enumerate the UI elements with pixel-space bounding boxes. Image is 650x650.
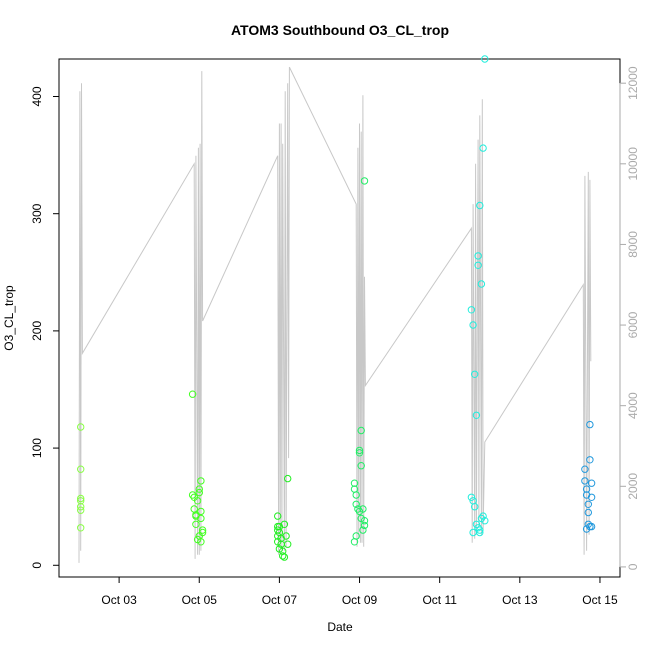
data-point bbox=[197, 514, 205, 523]
data-point bbox=[471, 370, 479, 378]
data-point bbox=[586, 456, 594, 464]
x-tick-label: Oct 09 bbox=[342, 593, 378, 607]
data-point bbox=[188, 491, 197, 499]
x-tick-label: Oct 07 bbox=[262, 593, 298, 607]
y-axis-label: O3_CL_trop bbox=[2, 285, 16, 351]
data-point bbox=[357, 426, 365, 435]
data-point bbox=[284, 540, 292, 548]
data-point bbox=[479, 144, 487, 152]
data-point bbox=[587, 493, 596, 501]
data-points bbox=[77, 55, 596, 561]
data-point bbox=[188, 390, 197, 398]
data-point bbox=[474, 252, 482, 260]
data-point bbox=[481, 517, 489, 525]
data-point bbox=[469, 321, 477, 329]
data-point bbox=[472, 411, 481, 419]
data-point bbox=[77, 465, 85, 473]
data-point bbox=[197, 538, 205, 546]
data-point bbox=[479, 512, 487, 520]
data-point bbox=[280, 553, 289, 561]
data-point bbox=[275, 545, 284, 553]
data-point bbox=[197, 507, 205, 516]
data-point bbox=[352, 500, 360, 508]
data-point bbox=[284, 474, 292, 483]
data-point bbox=[467, 306, 476, 314]
y2-tick-label: 2000 bbox=[626, 473, 640, 500]
data-point bbox=[472, 520, 481, 528]
data-point bbox=[355, 446, 364, 455]
x-tick-label: Oct 13 bbox=[502, 593, 538, 607]
sampling-trace-series bbox=[78, 66, 592, 563]
data-point bbox=[474, 261, 482, 269]
data-point bbox=[274, 512, 282, 520]
data-point bbox=[355, 449, 364, 457]
y2-tick-label: 12000 bbox=[626, 66, 640, 100]
x-tick-label: Oct 15 bbox=[582, 593, 618, 607]
data-point bbox=[195, 485, 204, 493]
y-axis-left: 0 100 200 300 400 bbox=[30, 86, 60, 569]
data-point bbox=[467, 493, 476, 501]
data-point bbox=[476, 526, 484, 534]
data-point bbox=[77, 494, 85, 503]
x-axis-label: Date bbox=[327, 620, 353, 634]
data-point bbox=[77, 503, 85, 511]
x-tick-label: Oct 11 bbox=[422, 593, 457, 607]
data-point bbox=[471, 503, 479, 511]
y-tick-label: 100 bbox=[30, 438, 44, 458]
data-point bbox=[477, 280, 486, 288]
data-point bbox=[481, 55, 489, 63]
y2-tick-label: 4000 bbox=[626, 392, 640, 419]
data-point bbox=[77, 524, 85, 532]
data-point bbox=[476, 201, 484, 210]
data-point bbox=[584, 500, 592, 508]
y-tick-label: 0 bbox=[30, 562, 44, 569]
data-point bbox=[582, 525, 591, 533]
data-point bbox=[357, 514, 365, 523]
data-point bbox=[195, 488, 204, 497]
data-point bbox=[586, 420, 594, 429]
x-axis: Oct 03 Oct 05 Oct 07 Oct 09 Oct 11 Oct 13 Oct … bbox=[101, 576, 618, 607]
sampling-trace-line bbox=[78, 66, 592, 563]
data-point bbox=[474, 524, 482, 532]
plot-frame bbox=[58, 58, 621, 578]
data-point bbox=[77, 506, 85, 514]
y2-tick-label: 10000 bbox=[626, 147, 640, 181]
y2-tick-label: 0 bbox=[626, 563, 640, 570]
chart-title: ATOM3 Southbound O3_CL_trop bbox=[231, 22, 449, 38]
data-point bbox=[279, 552, 287, 560]
data-point bbox=[355, 507, 364, 516]
y2-tick-label: 8000 bbox=[626, 231, 640, 258]
y-tick-label: 400 bbox=[30, 86, 44, 106]
x-tick-label: Oct 05 bbox=[182, 593, 218, 607]
x-tick-label: Oct 03 bbox=[101, 593, 137, 607]
data-point bbox=[352, 491, 360, 499]
data-point bbox=[584, 508, 592, 517]
data-point bbox=[198, 526, 207, 534]
y-tick-label: 200 bbox=[30, 321, 44, 341]
data-point bbox=[350, 538, 359, 546]
y-axis-right: 0 2000 4000 6000 8000 10000 12000 bbox=[619, 66, 640, 570]
data-point bbox=[357, 462, 365, 470]
data-point bbox=[192, 520, 200, 528]
data-point bbox=[77, 423, 85, 431]
data-point bbox=[197, 477, 205, 485]
data-point bbox=[280, 520, 289, 528]
data-point bbox=[359, 526, 367, 534]
data-point bbox=[469, 528, 477, 537]
data-point bbox=[360, 177, 369, 185]
y2-tick-label: 6000 bbox=[626, 311, 640, 338]
data-point bbox=[581, 477, 589, 485]
data-point bbox=[581, 465, 589, 473]
y-tick-label: 300 bbox=[30, 203, 44, 223]
data-point bbox=[282, 532, 290, 540]
data-point bbox=[193, 497, 202, 505]
data-point bbox=[587, 479, 596, 487]
data-point bbox=[360, 521, 369, 530]
